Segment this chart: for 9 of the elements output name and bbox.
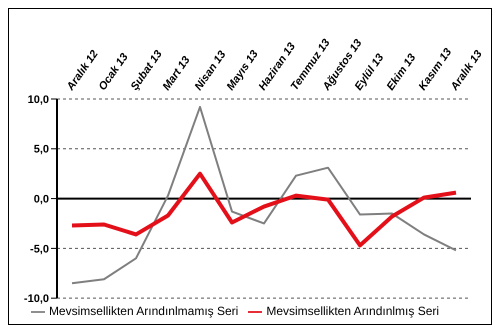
legend-label: Mevsimsellikten Arındınlmamış Seri	[48, 304, 238, 318]
y-tick-label: -5,0	[30, 243, 49, 256]
y-tick-label: 5,0	[34, 144, 49, 156]
line-series	[70, 172, 458, 248]
legend-label: Mevsimsellikten Arındınlmış Seri	[266, 304, 440, 318]
y-tick-label: 0,0	[34, 193, 49, 206]
y-tick-label: -10,0	[24, 293, 49, 306]
line-series	[71, 106, 457, 284]
y-tick-label: 10,0	[28, 94, 49, 106]
